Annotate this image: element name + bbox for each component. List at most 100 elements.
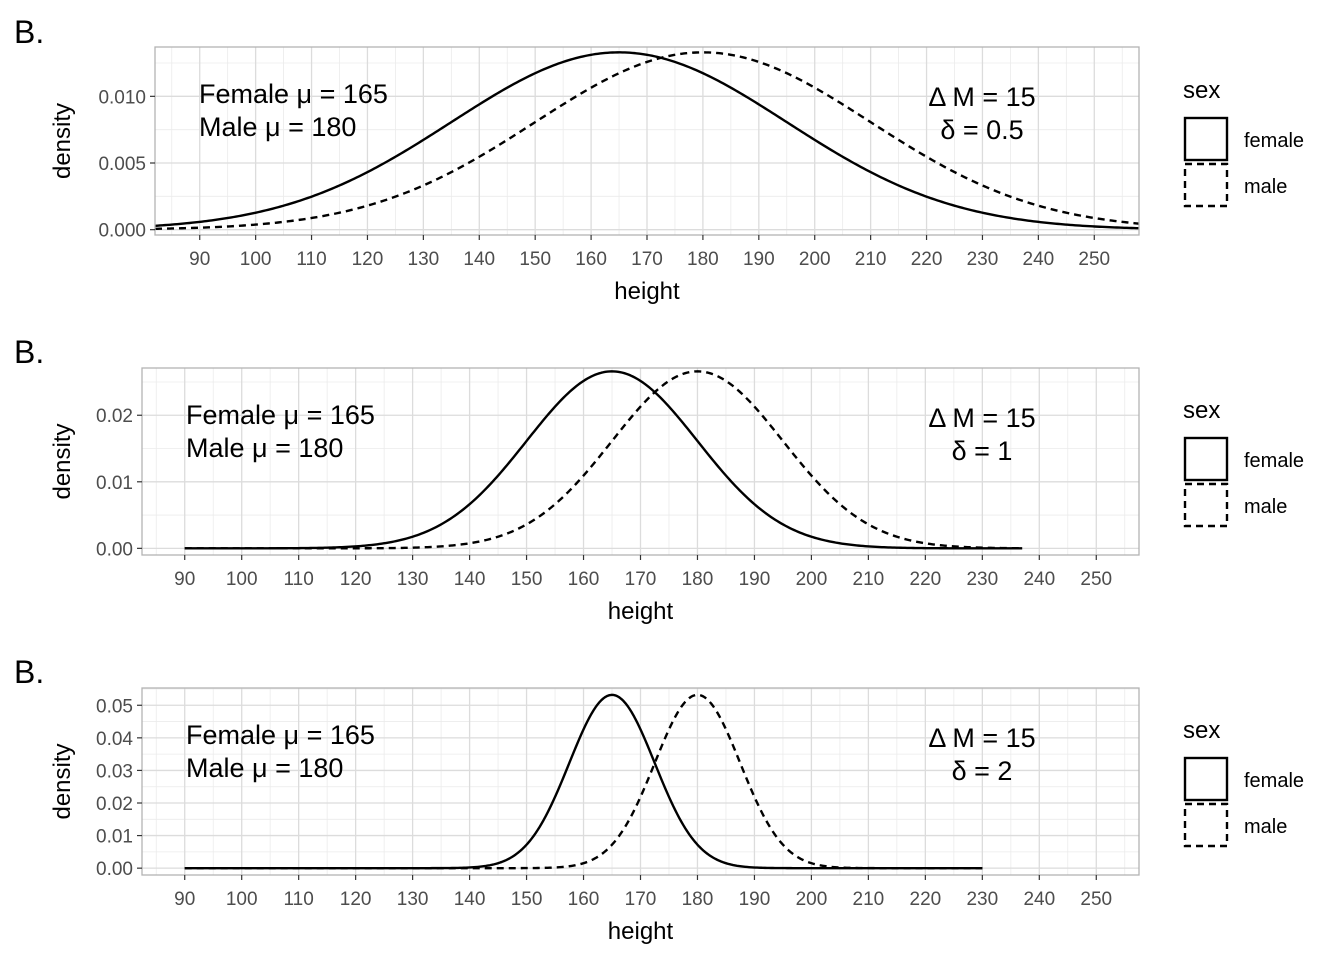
x-tick-label: 150 — [519, 249, 551, 270]
x-tick-label: 240 — [1023, 249, 1055, 270]
annotation-effect-size: δ = 0.5 — [940, 115, 1023, 145]
legend-label-male: male — [1244, 176, 1287, 198]
x-tick-label: 110 — [284, 569, 314, 590]
y-tick-label: 0.04 — [96, 729, 133, 750]
x-tick-label: 170 — [625, 889, 657, 910]
x-tick-label: 250 — [1078, 249, 1110, 270]
x-tick-label: 230 — [967, 249, 999, 270]
y-axis-title: density — [49, 423, 76, 499]
y-tick-label: 0.05 — [96, 696, 133, 717]
x-tick-label: 100 — [226, 889, 258, 910]
x-tick-label: 100 — [240, 249, 272, 270]
y-tick-label: 0.005 — [98, 154, 146, 175]
legend-label-female: female — [1244, 130, 1304, 152]
x-tick-label: 180 — [682, 569, 714, 590]
x-tick-label: 210 — [853, 889, 885, 910]
legend-label-male: male — [1244, 496, 1287, 518]
x-tick-label: 190 — [743, 249, 775, 270]
panel-tag: B. — [14, 14, 44, 50]
y-tick-label: 0.00 — [96, 859, 133, 880]
annotation-female-mean: Female μ = 165 — [186, 720, 375, 750]
y-tick-label: 0.010 — [98, 87, 146, 108]
series-line-female — [184, 370, 1023, 550]
x-tick-label: 240 — [1023, 569, 1055, 590]
x-tick-label: 110 — [296, 249, 326, 270]
annotation-mean-difference: Δ M = 15 — [928, 403, 1035, 433]
y-tick-label: 0.03 — [96, 761, 133, 782]
x-tick-label: 90 — [174, 889, 195, 910]
x-tick-label: 210 — [853, 569, 885, 590]
annotation-effect-size: δ = 2 — [952, 756, 1013, 786]
x-tick-label: 150 — [511, 889, 543, 910]
legend-key-female — [1183, 436, 1229, 482]
x-tick-label: 200 — [796, 889, 828, 910]
panel-tag: B. — [14, 334, 44, 370]
x-tick-label: 110 — [284, 889, 314, 910]
legend-label-male: male — [1244, 816, 1287, 838]
x-tick-label: 180 — [682, 889, 714, 910]
x-tick-label: 140 — [463, 249, 495, 270]
x-tick-label: 200 — [796, 569, 828, 590]
x-tick-label: 90 — [189, 249, 210, 270]
x-tick-label: 160 — [568, 569, 600, 590]
x-tick-label: 230 — [966, 569, 998, 590]
x-tick-label: 200 — [799, 249, 831, 270]
annotation-male-mean: Male μ = 180 — [186, 753, 343, 783]
x-tick-label: 170 — [625, 569, 657, 590]
x-tick-label: 220 — [911, 249, 943, 270]
x-tick-label: 120 — [340, 889, 372, 910]
series-line-male — [184, 370, 1023, 550]
panel-3: B. 90 100 110 120 130 140 150 160 170 180 190 200 210… — [14, 654, 1304, 945]
y-axis-title: density — [49, 103, 76, 179]
x-tick-label: 210 — [855, 249, 887, 270]
x-tick-label: 120 — [340, 569, 372, 590]
annotation-female-mean: Female μ = 165 — [199, 79, 388, 109]
legend-label-female: female — [1244, 450, 1304, 472]
annotation-male-mean: Male μ = 180 — [186, 433, 343, 463]
x-tick-label: 220 — [910, 569, 942, 590]
y-tick-label: 0.02 — [96, 794, 133, 815]
x-axis-title: height — [608, 918, 674, 945]
x-tick-label: 170 — [631, 249, 663, 270]
x-tick-label: 190 — [739, 569, 771, 590]
legend-title: sex — [1183, 397, 1220, 424]
x-tick-label: 90 — [174, 569, 195, 590]
x-axis-title: height — [614, 278, 680, 305]
legend-key-female — [1183, 756, 1229, 802]
x-tick-label: 130 — [397, 569, 429, 590]
annotation-effect-size: δ = 1 — [952, 436, 1013, 466]
legend-label-female: female — [1244, 770, 1304, 792]
x-tick-label: 120 — [352, 249, 384, 270]
x-tick-label: 160 — [575, 249, 607, 270]
y-tick-label: 0.00 — [96, 539, 133, 560]
panel-1: B. 90 100 110 120 130 140 150 160 170 180 190 200 210… — [14, 14, 1304, 305]
y-tick-label: 0.01 — [96, 827, 133, 848]
legend-key-male — [1183, 162, 1229, 208]
series-line-male — [154, 51, 1140, 231]
annotation-mean-difference: Δ M = 15 — [928, 82, 1035, 112]
legend-title: sex — [1183, 717, 1220, 744]
legend-key-male — [1183, 482, 1229, 528]
annotation-mean-difference: Δ M = 15 — [928, 723, 1035, 753]
annotation-male-mean: Male μ = 180 — [199, 112, 356, 142]
y-tick-label: 0.000 — [98, 221, 146, 242]
x-tick-label: 130 — [397, 889, 429, 910]
x-tick-label: 250 — [1080, 889, 1112, 910]
x-tick-label: 240 — [1023, 889, 1055, 910]
x-tick-label: 160 — [568, 889, 600, 910]
y-tick-label: 0.01 — [96, 473, 133, 494]
series-line-male — [184, 693, 983, 870]
y-axis-title: density — [49, 743, 76, 819]
legend-title: sex — [1183, 77, 1220, 104]
series-line-female — [154, 51, 1140, 230]
x-tick-label: 130 — [408, 249, 440, 270]
x-axis-title: height — [608, 598, 674, 625]
x-tick-label: 230 — [966, 889, 998, 910]
x-tick-label: 190 — [739, 889, 771, 910]
x-tick-label: 140 — [454, 889, 486, 910]
y-tick-label: 0.02 — [96, 406, 133, 427]
panel-tag: B. — [14, 654, 44, 690]
legend-key-female — [1183, 116, 1229, 162]
